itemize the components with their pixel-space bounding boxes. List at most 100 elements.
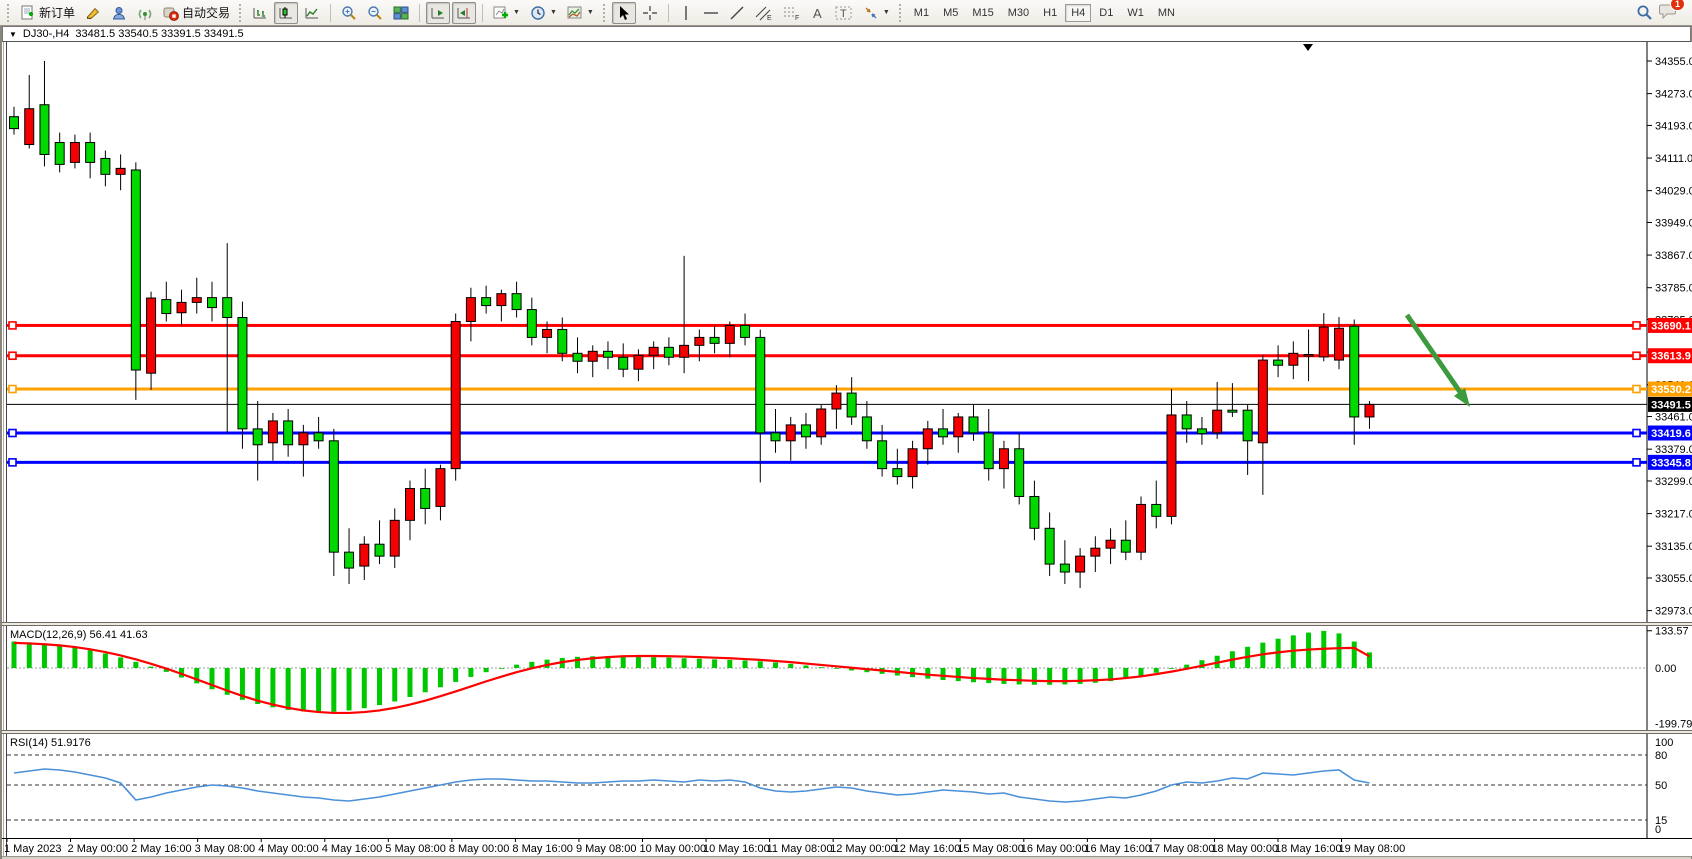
hline-33613.9[interactable]: 33613.9 — [7, 348, 1692, 364]
price-tick-label: 34193.0 — [1655, 120, 1692, 132]
dropdown-caret-icon: ▼ — [549, 9, 557, 16]
auto-trading-label: 自动交易 — [182, 6, 231, 20]
candle-down — [618, 356, 629, 370]
macd-bar — [407, 668, 413, 698]
candle-up — [587, 350, 598, 362]
price-tick-label: 33135.0 — [1655, 541, 1692, 553]
macd-bar — [1336, 633, 1342, 668]
timeframe-m30[interactable]: M30 — [1007, 6, 1030, 19]
auto-scroll-button[interactable] — [426, 1, 451, 24]
candlestick-chart-icon — [279, 6, 293, 18]
macd-axis: 133.57 0.00 -199.79 — [1647, 626, 1692, 731]
candle-up — [69, 142, 80, 163]
macd-bar — [529, 661, 535, 668]
zoom-in-button[interactable] — [337, 2, 361, 24]
candle-down — [206, 297, 217, 309]
time-axis-label: 18 May 00:00 — [1211, 843, 1278, 855]
profile-button[interactable] — [107, 2, 131, 24]
tile-windows-icon — [393, 6, 409, 20]
timeframe-m5[interactable]: M5 — [943, 6, 959, 19]
toolbar-grip[interactable] — [602, 3, 607, 22]
timeframe-h1[interactable]: H1 — [1043, 6, 1058, 19]
candle-down — [1059, 563, 1070, 573]
candle-up — [450, 320, 461, 470]
cursor-button[interactable] — [611, 1, 636, 24]
periods-button[interactable]: ▼ — [526, 2, 561, 24]
tile-windows-button[interactable] — [389, 2, 413, 24]
toolbar-separator — [330, 3, 332, 22]
price-tick-label: 33217.0 — [1655, 509, 1692, 521]
timeframe-h4[interactable]: H4 — [1065, 3, 1092, 22]
arrow-objects-icon — [865, 7, 877, 18]
arrows-button[interactable]: ▼ — [859, 2, 894, 24]
price-tick-label: 34273.0 — [1655, 89, 1692, 101]
macd-bar — [742, 660, 748, 668]
candle-down — [481, 297, 492, 307]
candle-up — [267, 420, 278, 444]
macd-bar — [1351, 641, 1357, 668]
text-button[interactable]: A — [807, 2, 829, 24]
zoom-out-button[interactable] — [363, 2, 387, 24]
toolbar-grip[interactable] — [898, 3, 903, 22]
text-label-button[interactable]: T — [831, 2, 857, 24]
macd-bar — [833, 668, 839, 669]
auto-trading-icon — [163, 7, 179, 21]
svg-text:0: 0 — [1655, 824, 1661, 836]
macd-bar — [1108, 668, 1114, 682]
candle-down — [1227, 409, 1238, 413]
candle-up — [1075, 555, 1086, 573]
candle-up — [785, 424, 796, 442]
price-tick-label: 33379.0 — [1655, 444, 1692, 456]
auto-trading-button[interactable]: 自动交易 — [159, 2, 234, 24]
macd-bar — [666, 657, 672, 668]
macd-bar — [148, 666, 154, 668]
macd-bar — [727, 659, 733, 668]
symbol-dropdown-icon[interactable]: ▼ — [9, 29, 17, 39]
vertical-line-button[interactable] — [675, 2, 697, 24]
timeframe-mn[interactable]: MN — [1157, 6, 1175, 19]
time-axis-label: 5 May 08:00 — [385, 843, 446, 855]
candle-down — [709, 336, 720, 344]
candle-down — [344, 551, 355, 569]
hline-33419.6[interactable]: 33419.6 — [7, 425, 1692, 441]
hline-33690.1[interactable]: 33690.1 — [7, 317, 1692, 333]
chart-canvas[interactable]: 34355.0 34273.0 34193.0 34111.0 34029.0 33949… — [2, 42, 1692, 856]
signal-button[interactable] — [133, 2, 157, 24]
time-axis-label: 12 May 00:00 — [830, 843, 897, 855]
time-axis-label: 9 May 08:00 — [576, 843, 637, 855]
timeframe-m1[interactable]: M1 — [913, 6, 930, 19]
chart-line-button[interactable] — [300, 2, 324, 24]
hline-33345.8[interactable]: 33345.8 — [7, 454, 1692, 470]
chart-symbol-period: DJ30-,H4 — [22, 28, 70, 40]
macd-bar — [1031, 668, 1037, 685]
macd-bar — [285, 668, 291, 710]
search-icon — [1637, 5, 1652, 20]
new-order-button[interactable]: 新订单 — [16, 2, 79, 24]
crayon-icon — [87, 7, 100, 19]
price-tick-label: 33785.0 — [1655, 283, 1692, 295]
toolbar-grip[interactable] — [7, 3, 11, 22]
channel-button[interactable]: E — [751, 2, 777, 24]
svg-text:100: 100 — [1655, 737, 1673, 749]
trend-arrow-annotation[interactable] — [1404, 313, 1470, 407]
crosshair-button[interactable] — [638, 2, 662, 24]
price-tick-label: 33461.0 — [1655, 412, 1692, 424]
chart-candles-button[interactable] — [274, 1, 299, 24]
trendline-button[interactable] — [725, 2, 749, 24]
crayon-button[interactable] — [81, 2, 105, 24]
toolbar-grip[interactable] — [239, 3, 243, 22]
indicators-button[interactable]: ▼ — [489, 2, 524, 24]
timeframe-m15[interactable]: M15 — [972, 6, 994, 19]
search-button[interactable] — [1632, 2, 1657, 24]
candle-up — [146, 297, 157, 374]
timeframe-w1[interactable]: W1 — [1127, 6, 1144, 19]
horizontal-line-button[interactable] — [699, 2, 723, 24]
macd-bar — [300, 668, 306, 712]
chart-bars-button[interactable] — [248, 2, 272, 24]
chart-shift-button[interactable] — [452, 1, 477, 24]
fibonacci-button[interactable]: F — [779, 2, 805, 24]
timeframe-d1[interactable]: D1 — [1099, 6, 1114, 19]
templates-button[interactable]: ▼ — [563, 2, 598, 24]
hline-33530.2[interactable]: 33530.2 — [7, 381, 1692, 397]
notifications-button[interactable]: 1 — [1659, 0, 1685, 24]
